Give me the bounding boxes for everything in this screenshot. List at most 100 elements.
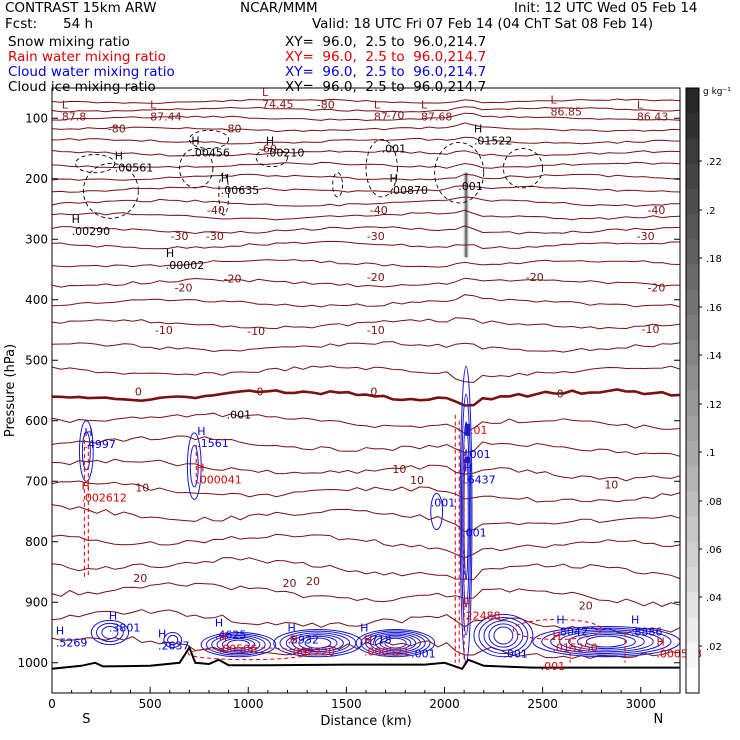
y-tick-label: 600	[25, 414, 48, 428]
extremum-marker: H	[556, 614, 564, 627]
temperature-contour	[51, 294, 681, 308]
temperature-contour	[51, 277, 681, 288]
cloud-water-contours	[78, 365, 681, 664]
temperature-label: -30	[367, 230, 385, 243]
cloud-water-contour	[483, 620, 524, 651]
temperature-label: 20	[306, 575, 320, 588]
cloud-water-contour	[369, 633, 421, 653]
extremum-value: .2637	[158, 640, 190, 653]
cloud-water-contour	[96, 622, 124, 643]
colorbar-segment	[686, 214, 699, 240]
cloud-ice-contour	[255, 148, 288, 168]
contour-value-label: .001	[458, 180, 483, 193]
colorbar-tick-label: .06	[706, 545, 722, 556]
temperature-contour	[51, 259, 681, 268]
extremum-value: .00290	[72, 225, 111, 238]
colorbar-segment	[686, 667, 699, 694]
cloud-water-contour	[216, 636, 261, 653]
colorbar-segment	[686, 289, 699, 316]
snow-shading	[462, 172, 471, 258]
temperature-label: 0	[557, 388, 564, 401]
colorbar-segment	[686, 390, 699, 417]
temperature-contour	[51, 458, 681, 482]
extremum-value: .00210	[266, 147, 305, 160]
temperature-label: 20	[579, 599, 593, 612]
cloud-ice-contour	[82, 162, 139, 219]
temperature-contour	[51, 196, 681, 207]
cloud-water-contour	[167, 634, 179, 646]
colorbar-segment	[686, 340, 699, 366]
cloud-water-contour	[478, 617, 529, 655]
extremum-value: .1561	[197, 437, 229, 450]
extremum-marker: L	[62, 98, 69, 111]
extremum-value: 74.45	[262, 98, 294, 111]
rain-contour	[512, 618, 602, 640]
rain-contour	[187, 647, 309, 661]
extremum-marker: H	[81, 479, 89, 492]
north-end-label: N	[654, 712, 664, 727]
colorbar-tick-label: .14	[706, 351, 722, 362]
colorbar-segment	[686, 138, 699, 165]
cloud-water-contour	[101, 625, 119, 640]
extremum-value: .5718	[360, 634, 392, 647]
colorbar-segment	[686, 415, 699, 442]
extremum-value: .8886	[631, 626, 663, 639]
cloud-water-contour	[379, 636, 412, 650]
extremum-marker: H	[656, 635, 664, 648]
extremum-marker: H	[56, 625, 64, 638]
extremum-value: .000041	[196, 473, 242, 486]
temperature-contour	[51, 185, 681, 193]
cloud-water-contour	[576, 634, 636, 650]
colorbar-segment	[686, 264, 699, 291]
colorbar-segment	[686, 88, 699, 114]
colorbar-segment	[686, 516, 699, 543]
contour-labels: -80 -80 -80 -70 -60 -40 -40 -40 -30 -30 -30 -30 -20 -…	[56, 86, 702, 673]
extremum-value: .015250	[552, 641, 598, 654]
organization: NCAR/MMM	[240, 0, 318, 16]
cloud-water-contour	[374, 634, 417, 652]
extremum-marker: L	[150, 98, 157, 111]
colorbar-tick-label: .02	[706, 642, 722, 653]
temperature-contour	[51, 209, 681, 221]
extremum-value: .6437	[464, 473, 496, 486]
x-tick-label: 1500	[331, 697, 362, 711]
cloud-ice-contour	[218, 172, 230, 216]
temperature-label: -10	[642, 323, 660, 336]
temperature-contour	[51, 240, 681, 250]
cloud-water-contour	[585, 635, 627, 648]
extremum-value: 87	[374, 110, 388, 123]
cloud-water-contour	[430, 492, 444, 531]
temperature-label: -10	[367, 324, 385, 337]
contour-value-label: .001	[431, 496, 456, 509]
contour-value-label: .001	[462, 527, 487, 540]
legend-snow-name: Snow mixing ratio	[8, 34, 130, 50]
extremum-marker: H	[474, 122, 482, 135]
extremum-marker: H	[364, 634, 372, 647]
temperature-label: -20	[647, 282, 665, 295]
extremum-marker: H	[219, 631, 227, 644]
legend-cloudice-name: Cloud ice mixing ratio	[8, 79, 156, 95]
temperature-label: -20	[367, 271, 385, 284]
cloud-water-contour	[462, 421, 470, 608]
extremum-value: .4997	[84, 438, 116, 451]
temperature-label: -40	[207, 204, 225, 217]
cloud-water-contour	[550, 629, 663, 654]
cloud-ice-contour	[434, 141, 485, 204]
y-tick-label: 1000	[17, 656, 48, 670]
forecast-label: Fcst:	[5, 16, 38, 32]
extremum-value: 87.8	[62, 110, 87, 123]
cloud-water-contour	[355, 628, 436, 658]
temperature-contour	[51, 480, 681, 503]
cloud-water-contour	[360, 630, 431, 656]
legend-snow-xy: XY= 96.0, 2.5 to 96.0,214.7	[285, 34, 487, 50]
temperature-label: -80	[317, 98, 335, 111]
extremum-marker: L	[262, 86, 269, 99]
extremum-value: .000521	[364, 646, 410, 659]
temperature-contour	[51, 106, 681, 113]
x-tick-label: 1000	[233, 697, 264, 711]
contour-value-label: .001	[466, 448, 491, 461]
cloud-water-core	[465, 457, 471, 464]
temperature-contour	[51, 122, 681, 133]
extremum-marker: H	[196, 461, 204, 474]
